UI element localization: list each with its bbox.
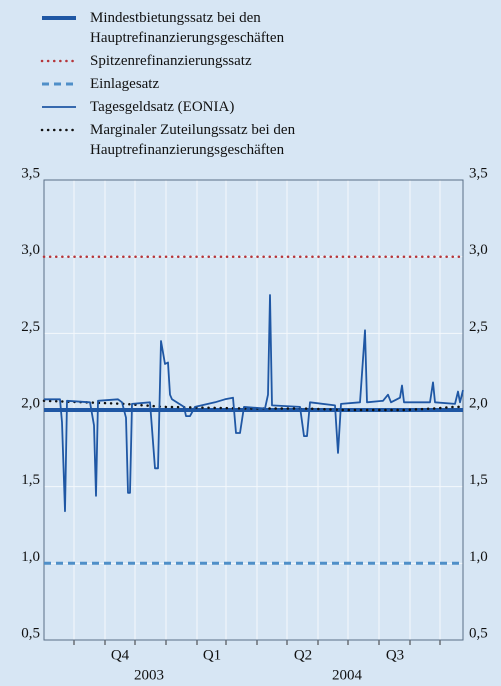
legend-swatch [42, 82, 76, 86]
x-tick-label: Q4 [111, 647, 130, 663]
legend-label: Mindestbietungssatz bei den Hauptrefinan… [90, 10, 285, 46]
x-tick-label: Q2 [294, 647, 312, 663]
legend-swatch [42, 106, 76, 108]
legend-swatch [40, 59, 78, 63]
y-tick-label: 1,5 [21, 472, 40, 488]
x-group-label: 2003 [134, 667, 164, 683]
x-tick-label: Q1 [203, 647, 221, 663]
series-line [44, 294, 464, 513]
y2-tick-label: 2,5 [469, 319, 488, 335]
y2-tick-label: 3,5 [469, 165, 488, 181]
series-line [42, 399, 465, 412]
y2-tick-label: 2,0 [469, 395, 488, 411]
y2-tick-label: 1,5 [469, 472, 488, 488]
y-tick-label: 3,5 [21, 165, 40, 181]
y2-tick-label: 3,0 [469, 242, 488, 258]
legend-item: Mindestbietungssatz bei den Hauptrefinan… [38, 8, 368, 48]
y2-tick-label: 1,0 [469, 549, 488, 565]
y-tick-label: 2,0 [21, 395, 40, 411]
legend-item: Einlagesatz [38, 74, 368, 94]
legend-label: Tagesgeldsatz (EONIA) [90, 99, 235, 115]
legend-item: Tagesgeldsatz (EONIA) [38, 97, 368, 117]
x-group-label: 2004 [332, 667, 363, 683]
y-tick-label: 0,5 [21, 625, 40, 641]
legend-swatch [42, 16, 76, 20]
legend-label: Einlagesatz [90, 76, 160, 92]
legend: Mindestbietungssatz bei den Hauptrefinan… [38, 8, 368, 160]
legend-swatch [40, 128, 78, 132]
x-tick-label: Q3 [386, 647, 404, 663]
y-tick-label: 1,0 [21, 549, 40, 565]
y2-tick-label: 0,5 [469, 625, 488, 641]
y-tick-label: 3,0 [21, 242, 40, 258]
legend-item: Marginaler Zuteilungssatz bei den Hauptr… [38, 120, 368, 160]
legend-label: Marginaler Zuteilungssatz bei den Hauptr… [90, 122, 296, 158]
legend-item: Spitzenrefinanzierungssatz [38, 51, 368, 71]
y-tick-label: 2,5 [21, 319, 40, 335]
legend-label: Spitzenrefinanzierungssatz [90, 53, 252, 69]
